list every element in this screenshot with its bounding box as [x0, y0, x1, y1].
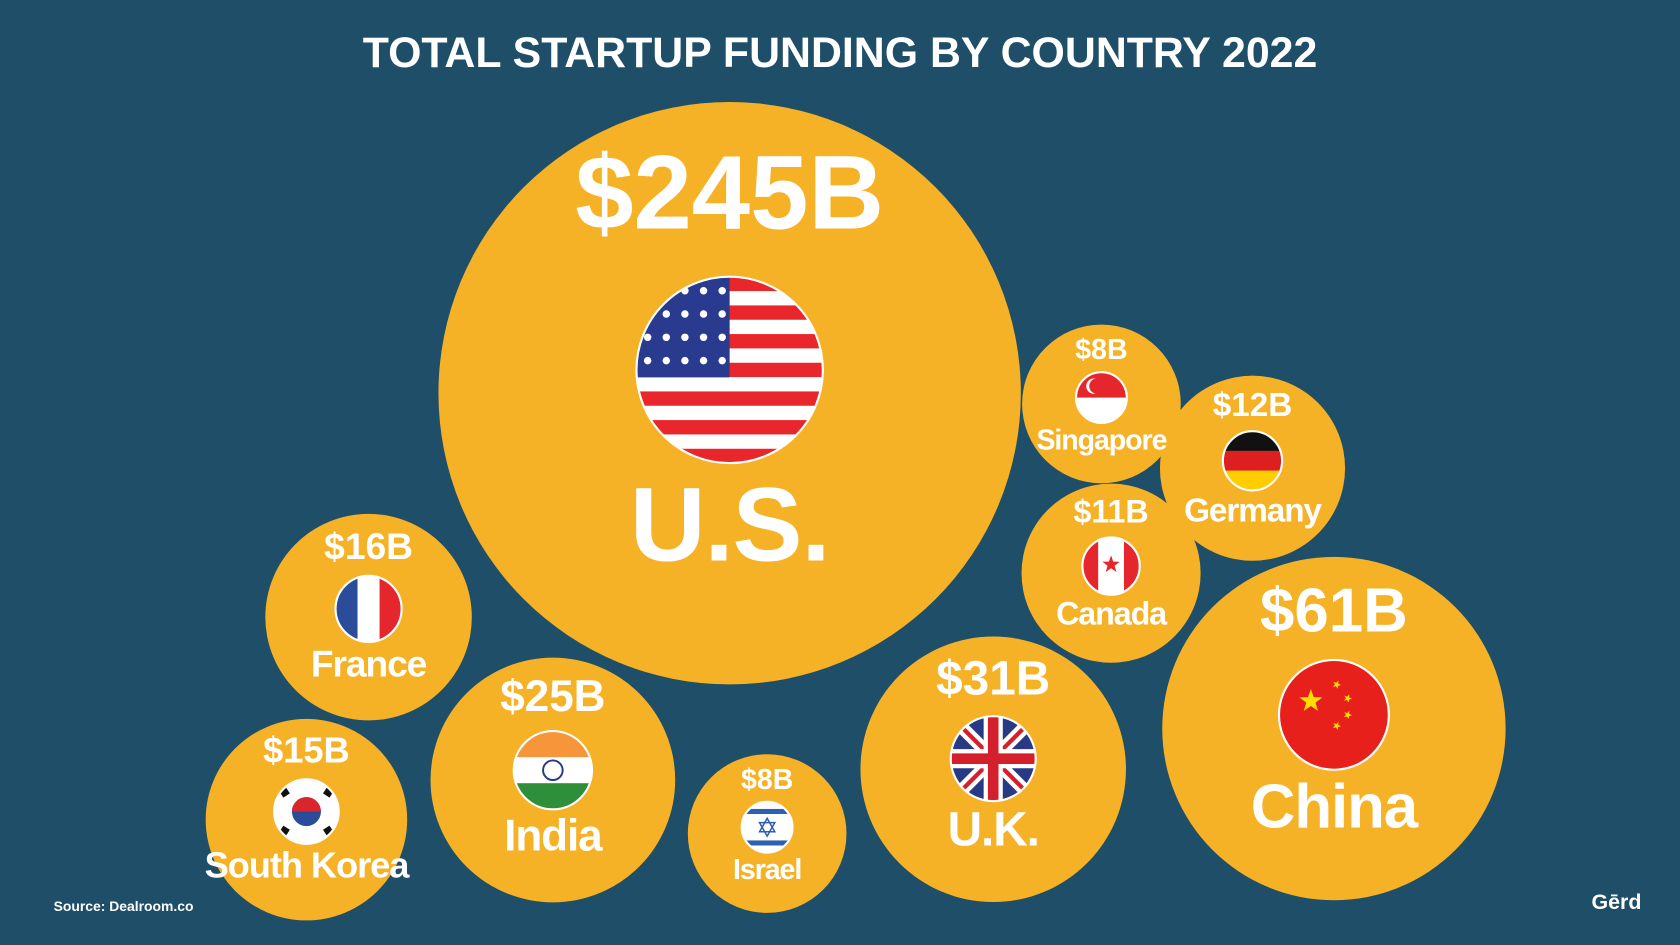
flag-part	[1343, 694, 1353, 703]
flag	[274, 779, 339, 844]
country-label: U.K.	[948, 804, 1039, 857]
flag-part	[662, 333, 671, 342]
flag-part	[718, 356, 726, 365]
flag-part	[636, 391, 823, 406]
value-label: $16B	[324, 525, 413, 567]
flag-part	[681, 310, 689, 318]
flag-part	[662, 356, 671, 365]
flag-part	[699, 310, 708, 318]
flag-border	[1221, 430, 1284, 492]
flag-border	[334, 574, 403, 643]
flag-part	[718, 310, 726, 318]
source: Source: Dealroom.co	[54, 898, 194, 914]
flag	[950, 716, 1036, 802]
flag-part	[699, 356, 708, 365]
flag-border	[740, 800, 794, 854]
flag-part	[741, 808, 793, 815]
flag-part	[1222, 450, 1283, 471]
value-label: $61B	[1260, 577, 1408, 646]
flag-part	[741, 840, 793, 846]
flag-part	[643, 356, 652, 365]
flag-part	[718, 286, 726, 295]
chart-title: TOTAL STARTUP FUNDING BY COUNTRY 2022	[363, 29, 1318, 77]
flag-part	[357, 575, 380, 642]
brand-logo: Gērd	[1591, 890, 1641, 914]
flag-part	[542, 759, 564, 781]
country-label: Singapore	[1036, 425, 1166, 457]
flag-part	[950, 716, 1036, 802]
value-label: $15B	[263, 730, 350, 771]
country-label: India	[504, 811, 603, 860]
flag-part	[758, 821, 777, 838]
value-label: $11B	[1073, 494, 1148, 530]
flag-part	[718, 333, 726, 342]
value-label: $31B	[936, 652, 1050, 705]
value-label: $25B	[500, 672, 605, 721]
flag-part	[1089, 378, 1105, 394]
country-label: Germany	[1184, 492, 1322, 529]
flag-border	[1074, 371, 1128, 425]
value-label: $8B	[1075, 334, 1127, 366]
flag-part	[1332, 680, 1342, 689]
flag-part	[662, 310, 671, 318]
flag-border	[512, 729, 594, 811]
country-label: China	[1251, 772, 1419, 841]
flag-part	[636, 420, 823, 435]
flag-part	[513, 757, 593, 784]
flag-part	[681, 333, 689, 342]
flag-part	[291, 797, 321, 812]
flag	[1278, 659, 1389, 770]
flag	[741, 801, 793, 853]
value-label: $245B	[575, 135, 884, 252]
flag-border	[949, 715, 1037, 803]
flag-part	[681, 356, 689, 365]
country-label: U.S.	[630, 467, 830, 584]
value-label: $8B	[741, 764, 793, 796]
flag-part	[1332, 721, 1342, 731]
flag-part	[643, 333, 652, 342]
flag-part	[758, 816, 777, 833]
flag-part	[699, 286, 708, 295]
flag-border	[635, 275, 824, 465]
flag-border	[1277, 658, 1390, 771]
flag-part	[1343, 710, 1353, 720]
flag-part	[1299, 689, 1323, 711]
flag	[636, 276, 823, 464]
value-label: $12B	[1213, 387, 1293, 424]
country-label: South Korea	[205, 845, 411, 886]
country-label: Israel	[733, 854, 801, 886]
flag-border	[1081, 536, 1141, 596]
country-label: Canada	[1056, 596, 1168, 632]
flag-part	[1278, 659, 1389, 770]
country-label: France	[311, 643, 427, 685]
flag-part	[1102, 555, 1120, 573]
flag-part	[699, 333, 708, 342]
flag-border	[273, 778, 340, 845]
